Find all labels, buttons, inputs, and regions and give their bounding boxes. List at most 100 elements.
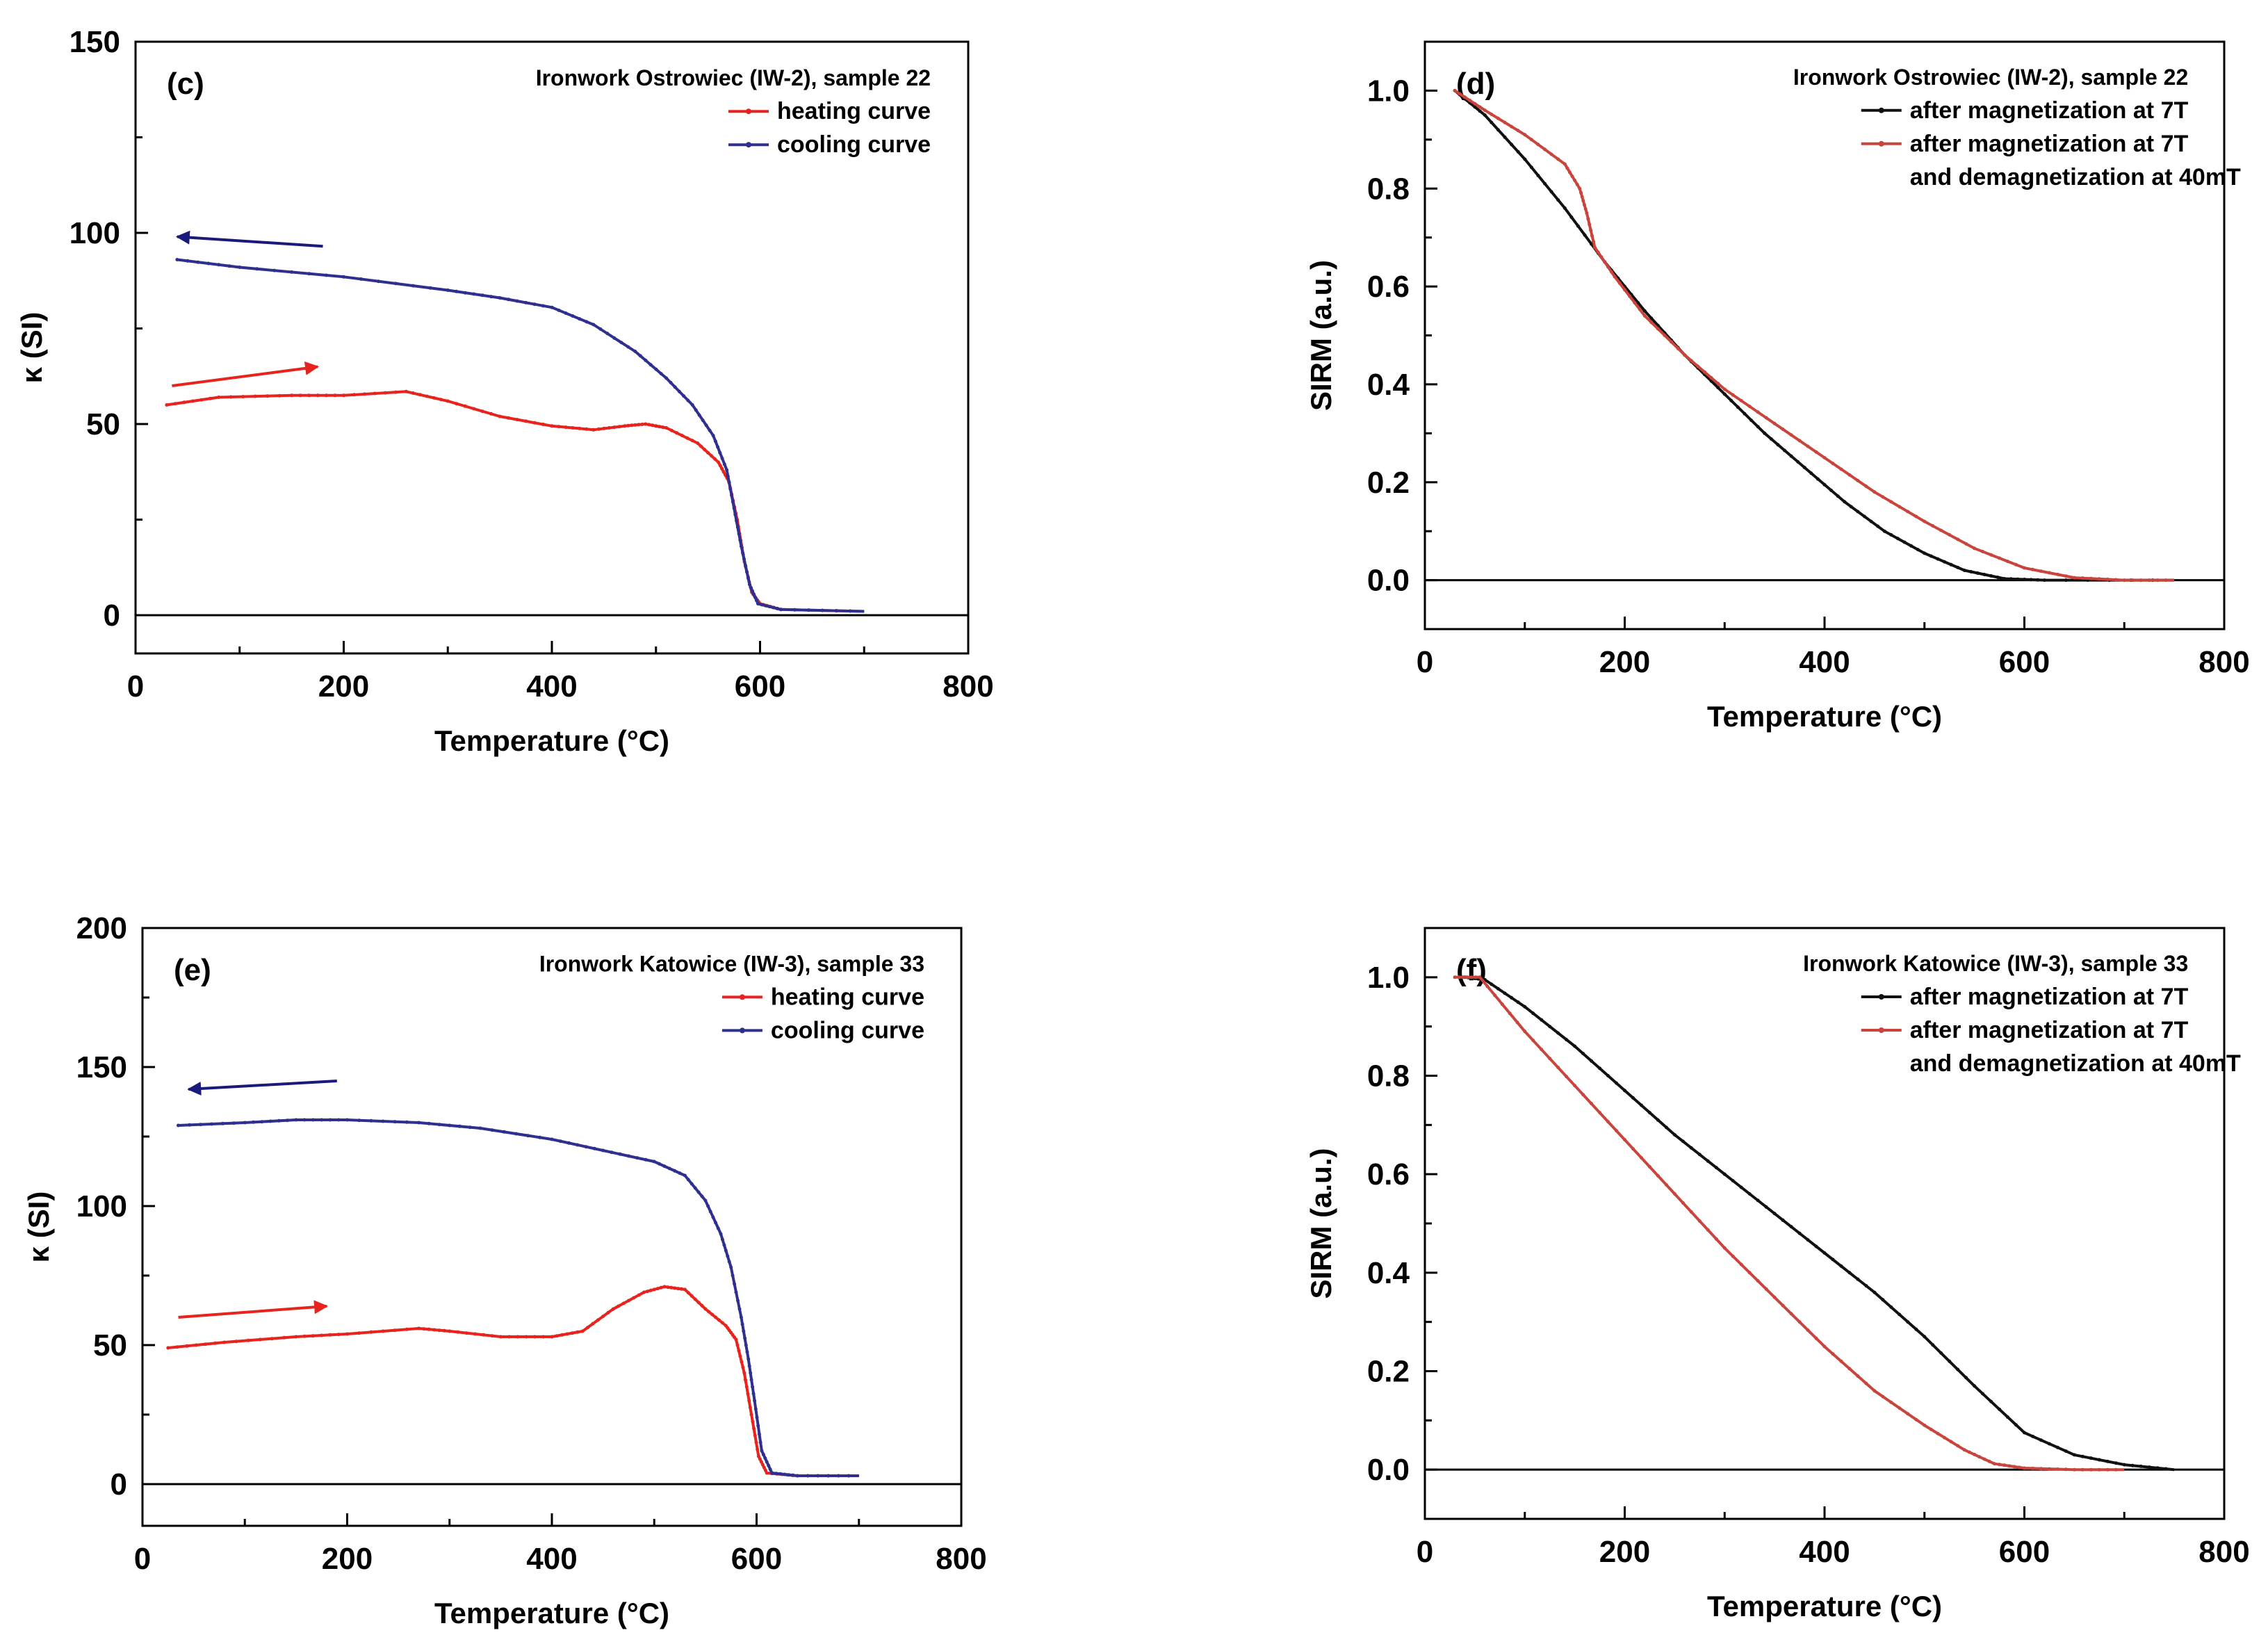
data-point [1575, 182, 1579, 186]
data-point [1670, 340, 1674, 344]
data-point [686, 1178, 690, 1182]
data-point [836, 1474, 840, 1478]
data-point [502, 1130, 506, 1134]
data-point [507, 1335, 512, 1339]
data-point [685, 436, 690, 440]
data-point [336, 1333, 341, 1337]
data-point [227, 264, 231, 268]
data-point [578, 426, 582, 430]
data-point [626, 1154, 630, 1158]
data-point [1772, 421, 1777, 425]
data-point [596, 427, 601, 431]
data-point [229, 395, 233, 399]
data-point [373, 391, 377, 396]
data-point [734, 1337, 738, 1342]
x-tick-label: 0 [134, 1542, 151, 1576]
panel-label: (e) [174, 953, 211, 987]
data-point [621, 1301, 626, 1305]
data-point [1956, 1444, 1960, 1448]
data-point [1962, 569, 1966, 572]
data-point [1764, 1205, 1768, 1209]
data-point [678, 1171, 682, 1175]
data-point [405, 1120, 409, 1124]
data-point [1548, 1025, 1552, 1029]
data-point [610, 1150, 614, 1155]
panel-label: (c) [167, 67, 204, 101]
data-point [1543, 181, 1547, 186]
data-point [1461, 975, 1465, 979]
data-point [2023, 566, 2026, 570]
data-point [1458, 92, 1462, 96]
data-point [795, 1474, 799, 1478]
series-line-0 [168, 1285, 859, 1477]
data-point [741, 1365, 745, 1369]
data-point [489, 412, 493, 416]
y-tick-label: 0.8 [1367, 172, 1410, 206]
data-point [1802, 466, 1806, 470]
data-point [637, 1293, 641, 1297]
data-point [1822, 1344, 1827, 1349]
data-point [1756, 425, 1760, 429]
data-point [1510, 124, 1514, 129]
data-point [342, 275, 345, 279]
data-point [1856, 510, 1860, 514]
data-point [1457, 975, 1461, 979]
data-point [847, 1474, 851, 1478]
data-point [706, 1204, 710, 1208]
data-point [1814, 450, 1818, 454]
data-point [601, 1315, 605, 1319]
data-point [1649, 316, 1654, 320]
data-point [1633, 301, 1637, 305]
data-point [290, 393, 294, 398]
data-point [1490, 120, 1494, 124]
data-point [1806, 1328, 1810, 1332]
data-point [659, 372, 663, 376]
data-point [557, 425, 561, 429]
data-point [713, 457, 717, 461]
data-point [739, 1315, 743, 1319]
data-point [742, 557, 746, 561]
data-point [307, 393, 311, 398]
data-point [1496, 986, 1500, 991]
data-point [1992, 1462, 1996, 1466]
data-point [710, 454, 714, 458]
data-point [751, 1385, 755, 1389]
data-point [630, 423, 634, 428]
data-point [173, 402, 177, 406]
data-point [2114, 578, 2118, 582]
data-point [1881, 1394, 1885, 1399]
data-point [255, 267, 259, 271]
data-point [619, 341, 623, 345]
data-point [675, 431, 679, 435]
data-point [1609, 270, 1613, 274]
data-point [571, 426, 575, 430]
data-point [1949, 1440, 1953, 1444]
data-point [307, 272, 311, 276]
data-point [1569, 215, 1574, 219]
data-point [1563, 206, 1567, 210]
data-point [2009, 577, 2013, 581]
data-point [363, 392, 366, 396]
data-point [1923, 1335, 1927, 1339]
data-point [1465, 975, 1469, 979]
data-point [677, 389, 681, 393]
data-point [516, 1335, 520, 1339]
data-point [1962, 1448, 1966, 1452]
y-tick-label: 0.6 [1367, 270, 1410, 304]
data-point [1540, 1048, 1544, 1052]
data-point [1756, 1279, 1760, 1283]
data-point [1563, 162, 1567, 166]
data-point [1592, 245, 1597, 250]
data-point [1596, 250, 1600, 254]
data-point [1516, 149, 1520, 154]
data-point [352, 393, 356, 397]
data-point [1772, 1212, 1777, 1216]
data-point [1797, 439, 1802, 443]
data-point [756, 602, 760, 605]
data-point [2064, 1449, 2068, 1454]
data-point [669, 380, 673, 384]
data-point [446, 399, 450, 403]
data-point [1831, 1258, 1835, 1262]
direction-arrow-left [175, 230, 323, 248]
data-point [482, 1333, 486, 1337]
